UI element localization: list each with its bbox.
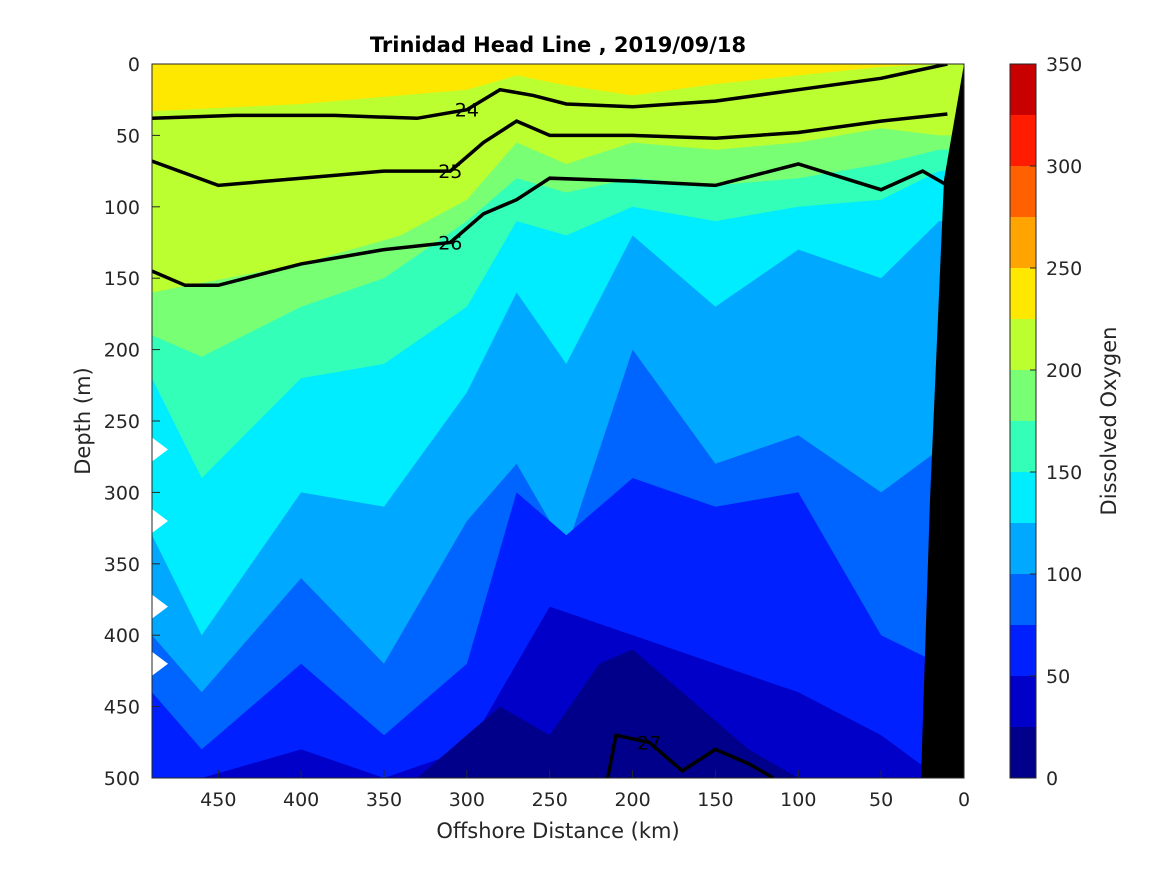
y-tick-label: 0: [128, 54, 140, 76]
station-marker: [152, 437, 168, 462]
colorbar-swatch: [1010, 115, 1036, 166]
colorbar-swatch: [1010, 523, 1036, 574]
x-tick-label: 250: [532, 789, 568, 811]
colorbar-tick-label: 150: [1046, 462, 1082, 484]
colorbar-tick-label: 200: [1046, 360, 1082, 382]
density-contour-25: [152, 112, 948, 188]
x-tick-label: 50: [869, 789, 893, 811]
x-tick-label: 450: [200, 789, 236, 811]
y-tick-label: 350: [104, 554, 140, 576]
y-tick-label: 100: [104, 197, 140, 219]
bathymetry-shelf: [921, 64, 964, 778]
colorbar-swatch: [1010, 574, 1036, 625]
colorbar-swatch: [1010, 64, 1036, 115]
colorbar-tick-label: 0: [1046, 768, 1058, 790]
y-tick-label: 250: [104, 411, 140, 433]
x-tick-label: 300: [449, 789, 485, 811]
x-tick-label: 350: [366, 789, 402, 811]
x-tick-label: 200: [614, 789, 650, 811]
colorbar-tick-label: 350: [1046, 54, 1082, 76]
colorbar-swatch: [1010, 370, 1036, 421]
colorbar-swatch: [1010, 676, 1036, 727]
x-tick-label: 400: [283, 789, 319, 811]
density-label-26: 26: [438, 233, 462, 255]
colorbar-swatch: [1010, 166, 1036, 217]
station-marker: [152, 594, 168, 619]
density-contour-24: [152, 64, 948, 121]
fill-band-25: [417, 649, 799, 778]
colorbar-swatch: [1010, 421, 1036, 472]
colorbar-swatch: [1010, 727, 1036, 778]
y-tick-label: 300: [104, 482, 140, 504]
colorbar-swatch: [1010, 268, 1036, 319]
colorbar-ticks: 0 50 100 150 200 250 300 350: [1030, 54, 1082, 790]
plot-area: 24 25 26 27: [152, 64, 964, 778]
y-tick-label: 500: [104, 768, 140, 790]
colorbar-swatch: [1010, 217, 1036, 268]
y-tick-label: 50: [116, 125, 140, 147]
colorbar-tick-label: 50: [1046, 666, 1070, 688]
colorbar-swatch: [1010, 625, 1036, 676]
colorbar-swatch: [1010, 319, 1036, 370]
y-tick-label: 400: [104, 625, 140, 647]
density-label-24: 24: [455, 100, 479, 122]
x-axis-label: Offshore Distance (km): [436, 819, 679, 843]
station-markers: [152, 437, 168, 676]
colorbar-frame: [1009, 63, 1037, 779]
density-label-27: 27: [637, 732, 661, 754]
colorbar-tick-label: 100: [1046, 564, 1082, 586]
y-tick-label: 200: [104, 340, 140, 362]
y-axis-ticks: 0 50 100 150 200 250 300 350 400 450 500: [104, 54, 160, 790]
x-tick-label: 150: [697, 789, 733, 811]
density-contour-26: [152, 162, 949, 288]
y-tick-label: 450: [104, 697, 140, 719]
colorbar-swatch: [1010, 472, 1036, 523]
station-marker: [152, 508, 168, 533]
station-marker: [152, 651, 168, 676]
y-tick-label: 150: [104, 268, 140, 290]
colorbar-tick-label: 250: [1046, 258, 1082, 280]
colorbar-tick-label: 300: [1046, 156, 1082, 178]
colorbar-label: Dissolved Oxygen: [1097, 327, 1121, 516]
y-axis-label: Depth (m): [71, 367, 95, 474]
filled-contours: [152, 64, 964, 778]
fill-band-50: [152, 606, 964, 778]
colorbar: [1010, 64, 1036, 778]
density-contour-27: [605, 733, 775, 778]
density-contours: 24 25 26 27: [152, 64, 949, 778]
x-axis-ticks: 450 400 350 300 250 200 150 100 50 0: [200, 770, 970, 811]
x-tick-label: 100: [780, 789, 816, 811]
x-tick-label: 0: [958, 789, 970, 811]
chart-title: Trinidad Head Line , 2019/09/18: [370, 33, 746, 57]
density-label-25: 25: [438, 161, 462, 183]
